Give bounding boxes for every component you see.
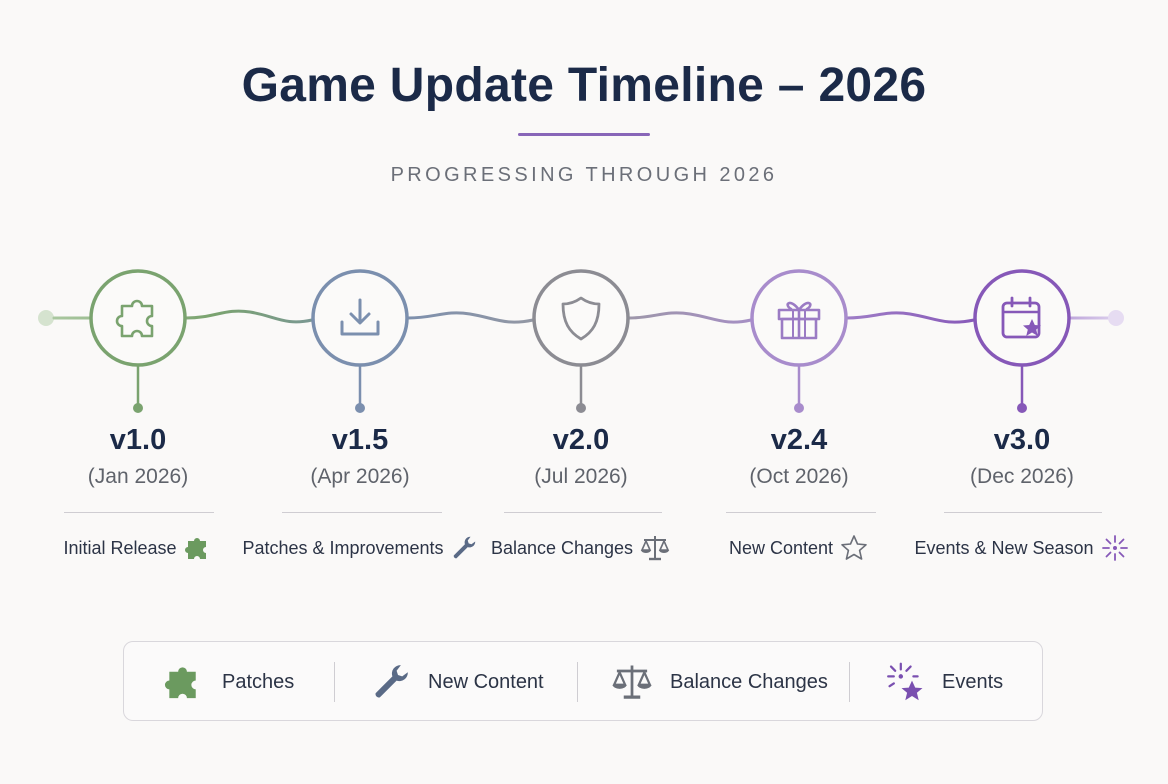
- date-label: (Dec 2026): [970, 465, 1074, 488]
- milestone-5: v3.0 (Dec 2026): [902, 424, 1142, 489]
- calendar-star-icon: [1001, 296, 1041, 339]
- version-label: v1.0: [109, 424, 167, 456]
- puzzle-icon: [184, 538, 206, 559]
- scales-icon: [612, 665, 652, 699]
- version-label: v3.0: [993, 424, 1051, 456]
- version-label: v1.5: [331, 424, 389, 456]
- milestone-3: v2.0 (Jul 2026): [461, 424, 701, 489]
- page-subtitle: PROGRESSING THROUGH 2026: [390, 164, 778, 186]
- date-label: (Jan 2026): [87, 465, 189, 488]
- caption-text: New Content: [728, 537, 834, 558]
- caption-text: Patches & Improvements: [242, 537, 444, 558]
- puzzle-icon: [164, 667, 196, 699]
- milestone-divider: [944, 512, 1102, 513]
- gift-icon: [777, 301, 821, 340]
- title-underline: [518, 133, 650, 136]
- milestone-divider: [64, 512, 214, 513]
- milestone-node-1: [89, 269, 187, 413]
- caption-text: Balance Changes: [490, 537, 634, 558]
- date-label: (Apr 2026): [310, 465, 410, 488]
- legend-item-events: Events: [884, 642, 1003, 722]
- puzzle-icon: [115, 299, 154, 338]
- legend-panel: Patches New Content Balance Changes: [123, 641, 1043, 721]
- scales-icon: [640, 536, 670, 561]
- milestone-1: v1.0 (Jan 2026): [18, 424, 258, 489]
- legend-item-new-content: New Content: [370, 642, 544, 722]
- timeline-end-dot: [1108, 310, 1124, 326]
- date-label: (Oct 2026): [749, 465, 849, 488]
- version-label: v2.0: [552, 424, 610, 456]
- legend-item-balance-changes: Balance Changes: [610, 642, 828, 722]
- milestone-divider: [726, 512, 876, 513]
- legend-separator: [577, 662, 578, 702]
- milestone-caption-4: New Content: [679, 532, 919, 564]
- milestone-caption-2: Patches & Improvements: [240, 532, 480, 564]
- milestone-node-3: [532, 269, 630, 413]
- caption-text: Initial Release: [63, 537, 177, 558]
- legend-label: Balance Changes: [670, 670, 828, 693]
- shield-icon: [561, 296, 601, 341]
- legend-label: Events: [942, 670, 1004, 693]
- firework-icon: [1101, 535, 1128, 561]
- timeline-start-dot: [38, 310, 54, 326]
- milestone-4: v2.4 (Oct 2026): [679, 424, 919, 489]
- legend-separator: [849, 662, 850, 702]
- version-label: v2.4: [770, 424, 828, 456]
- legend-item-patches: Patches: [162, 642, 294, 722]
- firework-icon: [887, 662, 923, 701]
- legend-label: Patches: [222, 670, 295, 693]
- legend-label: New Content: [428, 670, 544, 693]
- milestone-caption-1: Initial Release: [18, 532, 258, 564]
- star-icon: [841, 535, 867, 560]
- milestone-caption-3: Balance Changes: [461, 532, 701, 564]
- milestone-node-5: [973, 269, 1071, 413]
- milestone-divider: [504, 512, 662, 513]
- milestone-divider: [282, 512, 442, 513]
- download-icon: [340, 298, 380, 336]
- wrench-icon: [375, 665, 408, 698]
- caption-text: Events & New Season: [914, 537, 1094, 558]
- milestone-2: v1.5 (Apr 2026): [240, 424, 480, 489]
- legend-separator: [334, 662, 335, 702]
- page-title: Game Update Timeline – 2026: [241, 59, 927, 112]
- milestone-caption-5: Events & New Season: [902, 532, 1142, 564]
- wrench-icon: [453, 536, 475, 559]
- date-label: (Jul 2026): [534, 465, 628, 488]
